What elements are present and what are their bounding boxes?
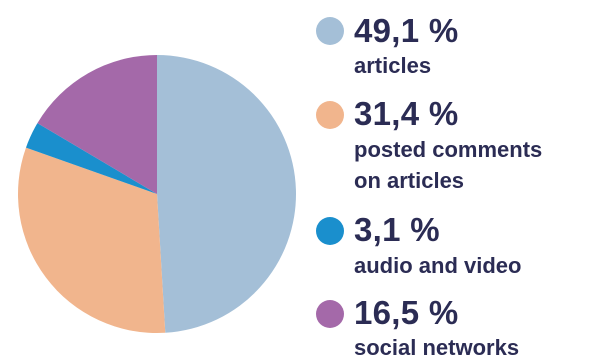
legend-value-posted-comments: 31,4 % [354, 95, 459, 132]
legend-label-posted-comments-line2: on articles [354, 168, 465, 193]
legend-value-audio-video: 3,1 % [354, 211, 440, 248]
pie-slice-posted-comments [18, 147, 166, 333]
pie-chart [18, 55, 296, 333]
pie-slice-social-networks [37, 55, 157, 194]
pie-slice-audio-video [25, 123, 158, 194]
legend-value-social-networks: 16,5 % [354, 294, 459, 331]
pie-slice-articles [157, 55, 296, 333]
legend-label-posted-comments-line1: posted comments [354, 137, 543, 162]
legend-label-articles: articles [354, 53, 432, 78]
legend-swatch-audio-video [316, 217, 344, 245]
legend-swatch-social-networks [316, 300, 344, 328]
legend-value-articles: 49,1 % [354, 12, 459, 49]
legend-label-social-networks: social networks [354, 335, 520, 360]
legend-label-audio-video: audio and video [354, 253, 522, 278]
legend-swatch-articles [316, 17, 344, 45]
legend-swatch-posted-comments [316, 101, 344, 129]
